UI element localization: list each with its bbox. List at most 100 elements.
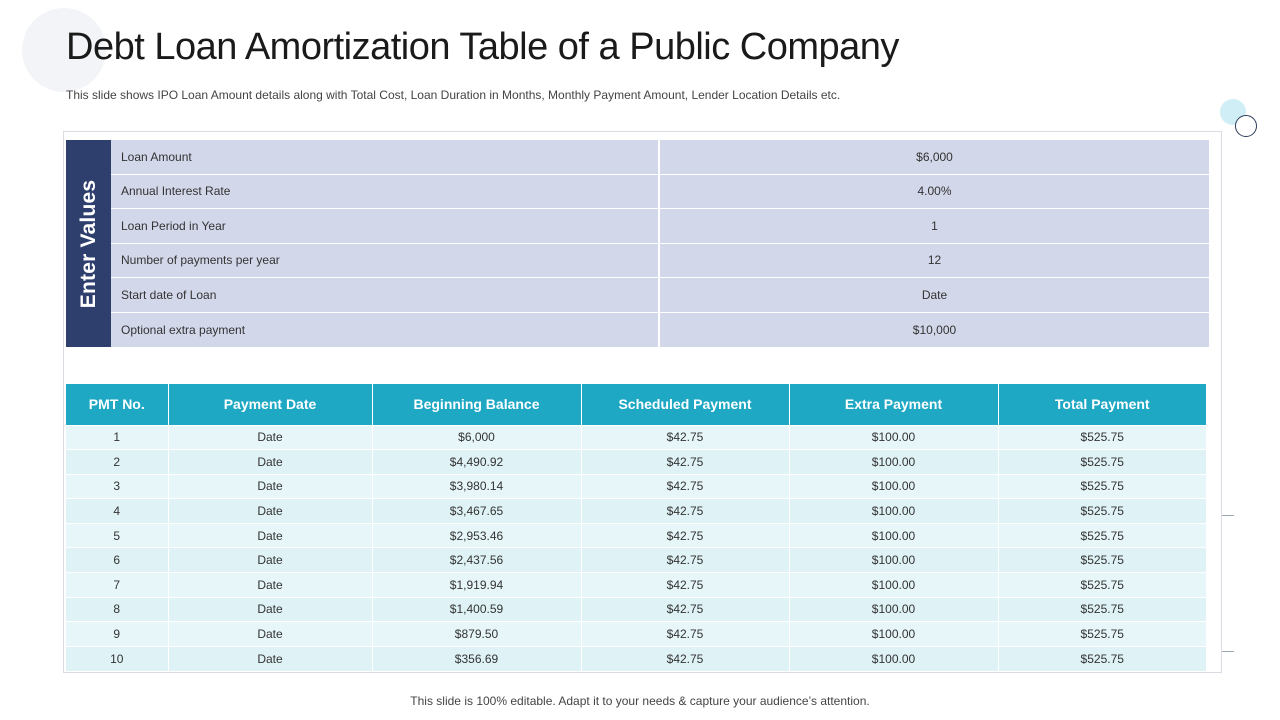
table-row: 3 Date $3,980.14 $42.75 $100.00 $525.75 xyxy=(66,473,1206,499)
cell-beginning-balance: $2,953.46 xyxy=(371,522,581,548)
footer-note: This slide is 100% editable. Adapt it to… xyxy=(410,694,870,708)
table-body: 1 Date $6,000 $42.75 $100.00 $525.75 2 Date $4,4… xyxy=(66,424,1206,671)
input-value[interactable]: $10,000 xyxy=(912,322,957,337)
input-row: Loan Period in Year 1 xyxy=(111,209,1209,244)
cell-total-payment: $525.75 xyxy=(997,449,1206,475)
cell-pmt-no: 2 xyxy=(66,449,168,475)
cell-extra-payment: $100.00 xyxy=(788,572,998,598)
cell-extra-payment: $100.00 xyxy=(788,424,998,450)
input-row: Annual Interest Rate 4.00% xyxy=(111,174,1209,209)
cell-payment-date: Date xyxy=(167,424,372,450)
cell-pmt-no: 9 xyxy=(66,621,168,647)
cell-total-payment: $525.75 xyxy=(997,621,1206,647)
cell-total-payment: $525.75 xyxy=(997,547,1206,573)
input-value[interactable]: 1 xyxy=(931,218,938,233)
table-row: 4 Date $3,467.65 $42.75 $100.00 $525.75 xyxy=(66,498,1206,524)
cell-payment-date: Date xyxy=(167,645,372,671)
page-subtitle: This slide shows IPO Loan Amount details… xyxy=(66,88,841,102)
header-scheduled-payment: Scheduled Payment xyxy=(580,384,789,425)
cell-beginning-balance: $1,400.59 xyxy=(371,596,581,622)
amortization-schedule-table: PMT No. Payment Date Beginning Balance S… xyxy=(66,384,1206,671)
input-row: Number of payments per year 12 xyxy=(111,243,1209,278)
input-label: Annual Interest Rate xyxy=(111,174,660,208)
header-extra-payment: Extra Payment xyxy=(788,384,998,425)
cell-extra-payment: $100.00 xyxy=(788,621,998,647)
cell-beginning-balance: $879.50 xyxy=(371,621,581,647)
input-label: Loan Period in Year xyxy=(111,209,660,243)
cell-scheduled-payment: $42.75 xyxy=(580,522,789,548)
cell-total-payment: $525.75 xyxy=(997,522,1206,548)
table-row: 7 Date $1,919.94 $42.75 $100.00 $525.75 xyxy=(66,572,1206,598)
input-label: Optional extra payment xyxy=(111,312,660,347)
cell-pmt-no: 7 xyxy=(66,572,168,598)
input-value[interactable]: 4.00% xyxy=(917,184,952,199)
cell-pmt-no: 3 xyxy=(66,473,168,499)
input-label: Loan Amount xyxy=(111,140,660,174)
input-row: Loan Amount $6,000 xyxy=(111,140,1209,175)
cell-extra-payment: $100.00 xyxy=(788,547,998,573)
cell-beginning-balance: $4,490.92 xyxy=(371,449,581,475)
header-total-payment: Total Payment xyxy=(997,384,1206,425)
cell-beginning-balance: $356.69 xyxy=(371,645,581,671)
cell-payment-date: Date xyxy=(167,498,372,524)
cell-payment-date: Date xyxy=(167,596,372,622)
cell-pmt-no: 4 xyxy=(66,498,168,524)
input-row: Optional extra payment $10,000 xyxy=(111,312,1209,347)
page-title: Debt Loan Amortization Table of a Public… xyxy=(66,26,899,68)
input-row: Start date of Loan Date xyxy=(111,278,1209,313)
cell-payment-date: Date xyxy=(167,449,372,475)
cell-scheduled-payment: $42.75 xyxy=(580,645,789,671)
cell-extra-payment: $100.00 xyxy=(788,498,998,524)
table-header-row: PMT No. Payment Date Beginning Balance S… xyxy=(66,384,1206,425)
cell-pmt-no: 5 xyxy=(66,522,168,548)
header-payment-date: Payment Date xyxy=(167,384,372,425)
cell-extra-payment: $100.00 xyxy=(788,473,998,499)
cell-total-payment: $525.75 xyxy=(997,473,1206,499)
cell-scheduled-payment: $42.75 xyxy=(580,473,789,499)
table-row: 6 Date $2,437.56 $42.75 $100.00 $525.75 xyxy=(66,547,1206,573)
cell-beginning-balance: $3,467.65 xyxy=(371,498,581,524)
input-value[interactable]: Date xyxy=(921,287,948,302)
input-value[interactable]: 12 xyxy=(927,253,942,268)
cell-payment-date: Date xyxy=(167,621,372,647)
cell-beginning-balance: $1,919.94 xyxy=(371,572,581,598)
cell-scheduled-payment: $42.75 xyxy=(580,449,789,475)
header-pmt-no: PMT No. xyxy=(66,384,168,425)
input-value[interactable]: $6,000 xyxy=(916,149,953,164)
cell-total-payment: $525.75 xyxy=(997,572,1206,598)
header-beginning-balance: Beginning Balance xyxy=(371,384,581,425)
cell-payment-date: Date xyxy=(167,572,372,598)
decorative-dot-ring xyxy=(1235,115,1257,137)
cell-scheduled-payment: $42.75 xyxy=(580,572,789,598)
decorative-circle xyxy=(22,8,106,92)
cell-total-payment: $525.75 xyxy=(997,596,1206,622)
table-row: 5 Date $2,953.46 $42.75 $100.00 $525.75 xyxy=(66,522,1206,548)
cell-pmt-no: 6 xyxy=(66,547,168,573)
cell-extra-payment: $100.00 xyxy=(788,596,998,622)
cell-payment-date: Date xyxy=(167,522,372,548)
cell-scheduled-payment: $42.75 xyxy=(580,547,789,573)
cell-pmt-no: 10 xyxy=(66,645,168,671)
table-row: 9 Date $879.50 $42.75 $100.00 $525.75 xyxy=(66,621,1206,647)
enter-values-text: Enter Values xyxy=(76,179,100,308)
enter-values-label: Enter Values xyxy=(66,140,111,347)
table-row: 2 Date $4,490.92 $42.75 $100.00 $525.75 xyxy=(66,449,1206,475)
table-row: 8 Date $1,400.59 $42.75 $100.00 $525.75 xyxy=(66,596,1206,622)
input-label: Number of payments per year xyxy=(111,243,660,277)
cell-beginning-balance: $6,000 xyxy=(371,424,581,450)
cell-beginning-balance: $3,980.14 xyxy=(371,473,581,499)
cell-scheduled-payment: $42.75 xyxy=(580,498,789,524)
cell-scheduled-payment: $42.75 xyxy=(580,424,789,450)
cell-pmt-no: 1 xyxy=(66,424,168,450)
cell-scheduled-payment: $42.75 xyxy=(580,596,789,622)
table-row: 10 Date $356.69 $42.75 $100.00 $525.75 xyxy=(66,645,1206,671)
cell-beginning-balance: $2,437.56 xyxy=(371,547,581,573)
cell-scheduled-payment: $42.75 xyxy=(580,621,789,647)
cell-extra-payment: $100.00 xyxy=(788,522,998,548)
input-rows: Loan Amount $6,000 Annual Interest Rate … xyxy=(111,140,1209,347)
cell-total-payment: $525.75 xyxy=(997,645,1206,671)
cell-payment-date: Date xyxy=(167,547,372,573)
cell-total-payment: $525.75 xyxy=(997,424,1206,450)
cell-payment-date: Date xyxy=(167,473,372,499)
table-row: 1 Date $6,000 $42.75 $100.00 $525.75 xyxy=(66,424,1206,450)
